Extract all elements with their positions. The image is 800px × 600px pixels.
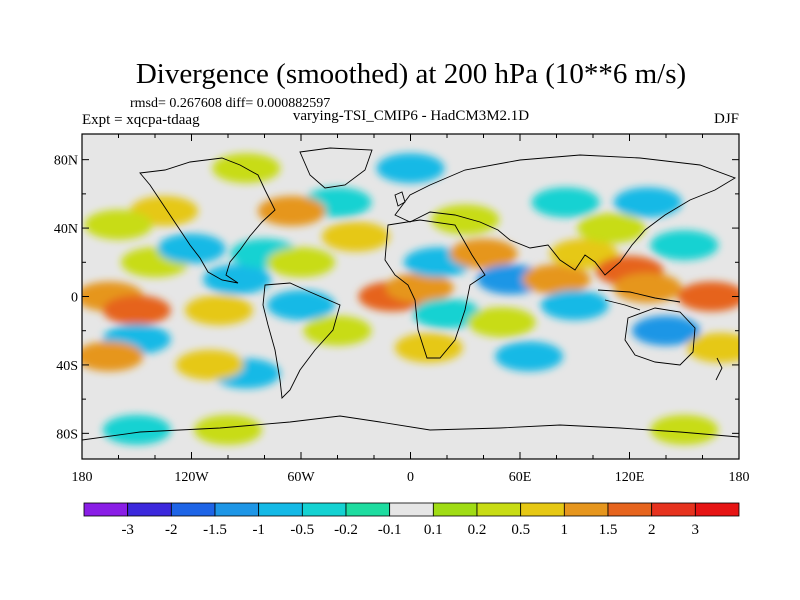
field-blob <box>82 341 144 372</box>
x-tick-label: 180 <box>72 470 93 485</box>
y-tick-label: 40N <box>54 222 78 237</box>
x-tick-label: 60W <box>287 470 315 485</box>
season-label: DJF <box>714 111 739 127</box>
field-blob <box>102 295 171 326</box>
comparison-label: varying-TSI_CMIP6 - HadCM3M2.1D <box>293 108 529 124</box>
coast-eurasia <box>394 154 737 276</box>
field-blob <box>413 298 481 329</box>
y-tick-label: 80S <box>56 427 78 442</box>
field-blob <box>194 414 262 445</box>
colorbar-label: -1 <box>252 522 265 538</box>
colorbar-swatch <box>651 502 696 517</box>
x-axis: 180 120W 60W 0 60E 120E 180 <box>72 134 750 485</box>
colorbar-label: -1.5 <box>203 522 227 538</box>
field-blob <box>577 213 646 244</box>
colorbar-swatch <box>476 502 522 517</box>
field-blob <box>677 281 739 312</box>
field-blob <box>321 221 390 252</box>
field-blob <box>385 272 454 303</box>
field-blob <box>203 264 272 295</box>
x-tick-label: 120E <box>615 470 645 485</box>
colorbar-label: -0.2 <box>334 522 358 538</box>
colorbar-label: -3 <box>121 522 134 538</box>
field-blob <box>650 230 719 261</box>
coast-north-america <box>139 157 276 284</box>
stats-label: rmsd= 0.267608 diff= 0.000882597 <box>130 96 330 111</box>
field-blob <box>84 209 153 240</box>
field-blob <box>613 272 682 303</box>
x-tick-label: 60E <box>509 470 532 485</box>
field-blob <box>257 196 326 226</box>
coast-indonesia <box>597 289 681 311</box>
field-blob <box>376 153 445 184</box>
colorbar-swatch <box>389 502 434 517</box>
field-blob <box>613 187 682 218</box>
colorbar-label: 0.1 <box>424 522 443 538</box>
coast-greenland <box>299 147 373 189</box>
coast-south-america <box>262 282 341 399</box>
colorbar-swatch <box>301 502 347 517</box>
field-blob <box>686 332 739 363</box>
field-blob <box>522 264 591 295</box>
y-tick-label: 40S <box>56 359 78 374</box>
field-blob <box>303 315 372 346</box>
colorbar-swatch <box>214 502 260 517</box>
coast-new-zealand <box>715 357 723 381</box>
field-blob <box>267 290 335 321</box>
field-blob <box>495 341 564 372</box>
field-blob <box>540 290 609 321</box>
coast-antarctica <box>82 415 739 441</box>
field-blob <box>175 349 244 380</box>
field-blob <box>549 238 618 269</box>
colorbar-label: -2 <box>165 522 178 538</box>
y-tick-label: 0 <box>71 291 78 306</box>
x-tick-label: 0 <box>407 470 414 485</box>
y-axis: 80N 40N 0 40S 80S <box>54 154 739 442</box>
colorbar: -3 -2 -1.5 -1 -0.5 -0.2 -0.1 0.1 0.2 0.5 1 1.5 2 3 <box>83 502 740 538</box>
field-blob <box>394 332 463 363</box>
colorbar-label: 2 <box>648 522 656 538</box>
field-blob <box>157 233 226 264</box>
colorbar-label: -0.1 <box>378 522 402 538</box>
colorbar-label: 1 <box>561 522 569 538</box>
coast-africa <box>384 219 486 359</box>
colorbar-swatch <box>83 502 129 517</box>
field-blob <box>184 295 253 326</box>
divergence-field <box>82 153 739 445</box>
coast-australia <box>624 307 696 366</box>
y-tick-label: 80N <box>54 154 78 169</box>
colorbar-swatch <box>694 502 740 517</box>
field-blob <box>531 187 600 218</box>
coastlines <box>82 147 739 441</box>
field-blob <box>267 247 335 278</box>
field-blob <box>102 414 171 445</box>
experiment-label: Expt = xqcpa-tdaag <box>82 112 200 128</box>
colorbar-label: 0.2 <box>468 522 487 538</box>
x-tick-label: 120W <box>174 470 209 485</box>
field-blob <box>650 414 719 445</box>
colorbar-swatch <box>258 502 303 517</box>
colorbar-label: -0.5 <box>290 522 314 538</box>
colorbar-label: 0.5 <box>511 522 530 538</box>
field-blob <box>632 315 700 346</box>
colorbar-swatch <box>563 502 609 517</box>
field-blob <box>449 238 518 269</box>
colorbar-label: 1.5 <box>599 522 618 538</box>
colorbar-swatch <box>345 502 391 517</box>
colorbar-swatch <box>127 502 172 517</box>
field-blob <box>467 307 536 338</box>
chart-title: Divergence (smoothed) at 200 hPa (10**6 … <box>136 58 686 90</box>
colorbar-swatch <box>520 502 565 517</box>
colorbar-label: 3 <box>692 522 700 538</box>
coast-uk <box>394 191 406 207</box>
colorbar-swatch <box>607 502 653 517</box>
colorbar-swatch <box>432 502 478 517</box>
field-blob <box>431 204 500 235</box>
colorbar-swatch <box>170 502 216 517</box>
x-tick-label: 180 <box>729 470 750 485</box>
